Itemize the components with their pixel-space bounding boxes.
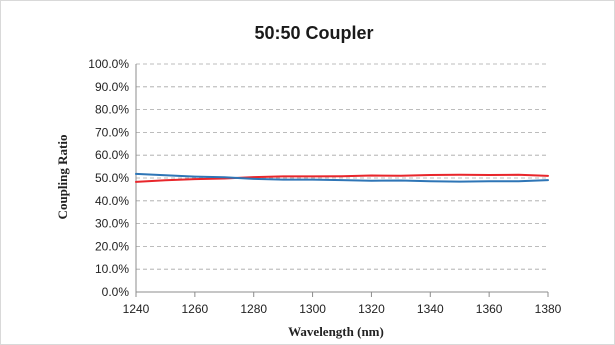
chart-title: 50:50 Coupler [254, 23, 373, 43]
x-tick-label: 1380 [535, 302, 562, 316]
y-tick-label: 60.0% [95, 148, 129, 162]
y-tick-label: 40.0% [95, 194, 129, 208]
gridlines [136, 64, 548, 269]
y-tick-label: 100.0% [88, 57, 129, 71]
x-tick-label: 1260 [182, 302, 209, 316]
y-tick-label: 10.0% [95, 262, 129, 276]
x-axis-label: Wavelength (nm) [288, 324, 384, 339]
y-tick-label: 20.0% [95, 239, 129, 253]
y-axis-label: Coupling Ratio [55, 135, 70, 220]
x-tick-label: 1360 [476, 302, 503, 316]
y-tick-label: 30.0% [95, 217, 129, 231]
y-tick-label: 0.0% [102, 285, 130, 299]
x-tick-label: 1280 [240, 302, 267, 316]
y-tick-label: 80.0% [95, 103, 129, 117]
x-tick-label: 1240 [123, 302, 150, 316]
y-axis-ticks: 0.0% 10.0% 20.0% 30.0% 40.0% 50.0% 60.0% 70.0% 8… [88, 57, 129, 299]
y-tick-label: 50.0% [95, 171, 129, 185]
y-tick-label: 70.0% [95, 125, 129, 139]
x-tick-label: 1340 [417, 302, 444, 316]
x-axis-ticks: 1240 1260 1280 1300 1320 1340 1360 1380 [123, 292, 562, 316]
x-tick-label: 1320 [358, 302, 385, 316]
y-tick-label: 90.0% [95, 80, 129, 94]
x-tick-label: 1300 [299, 302, 326, 316]
